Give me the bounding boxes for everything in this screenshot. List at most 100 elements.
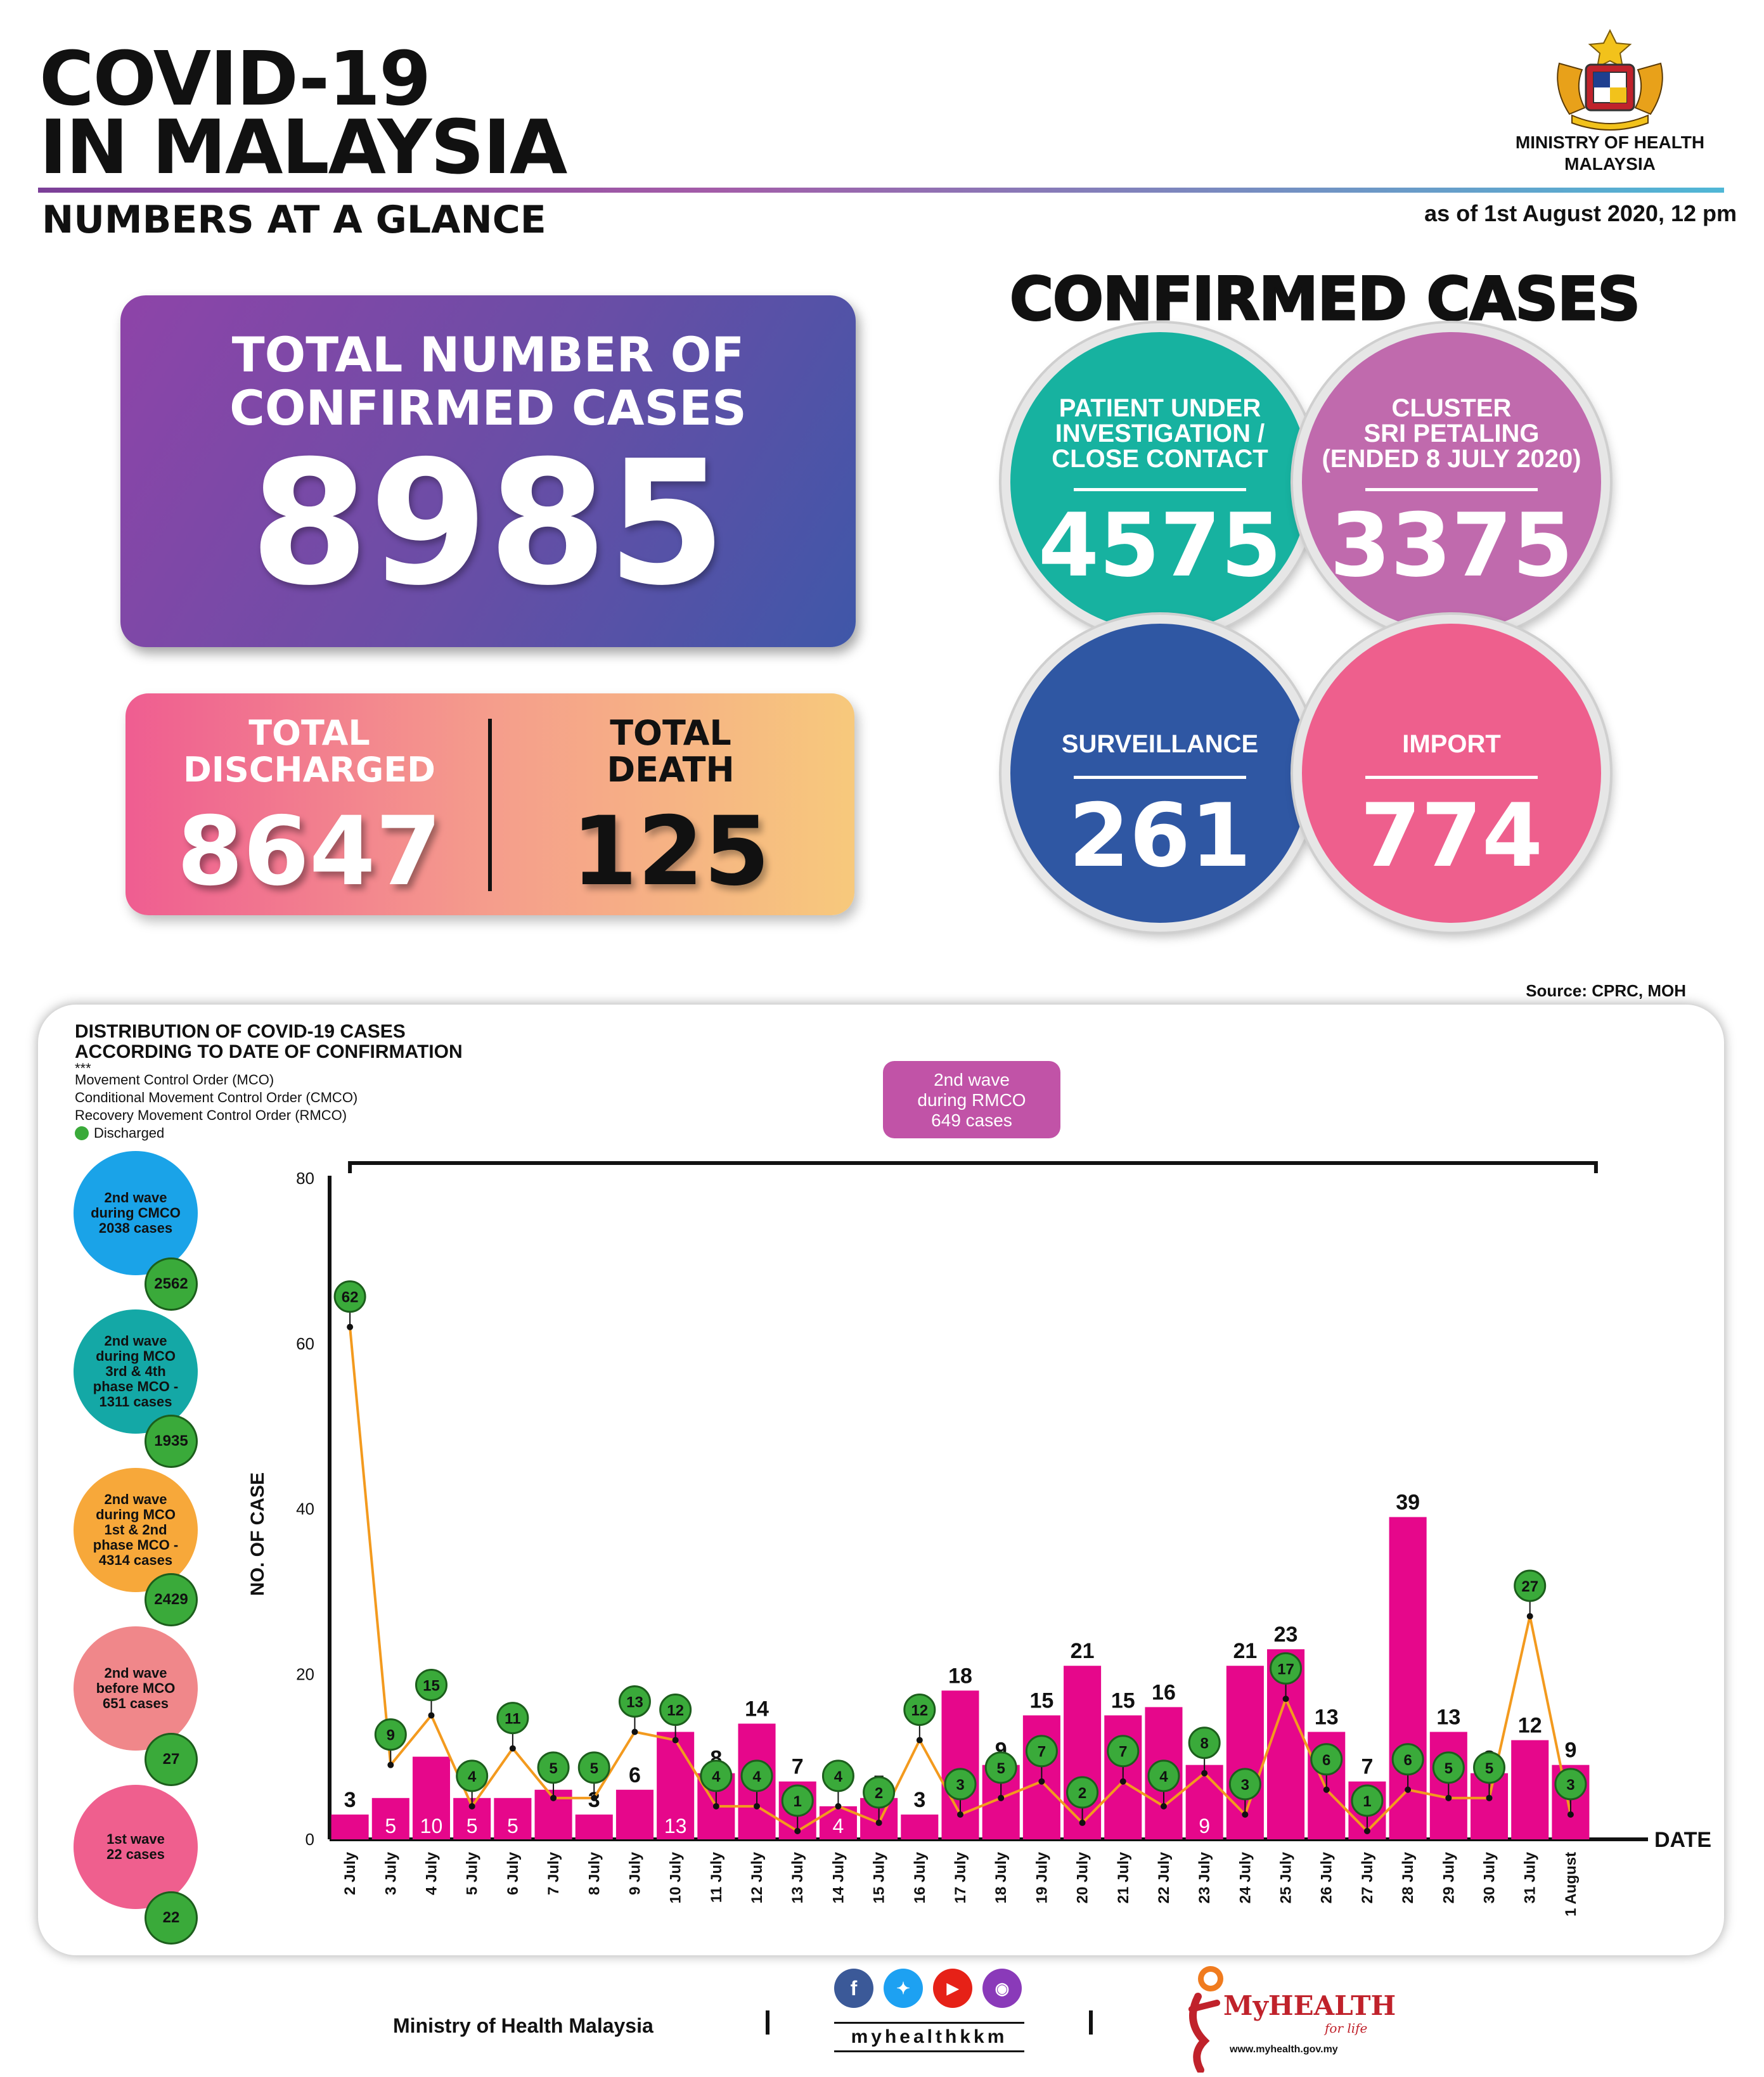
bar-value-label: 3 — [913, 1788, 925, 1812]
x-tick-label: 26 July — [1318, 1851, 1336, 1903]
discharged-point — [1486, 1794, 1493, 1801]
discharged-value-label: 15 — [423, 1677, 440, 1694]
discharged-marker — [1432, 1751, 1465, 1784]
bar-value-label: 3 — [344, 1788, 356, 1812]
cluster-label-line-1: CLUSTER — [1391, 394, 1512, 422]
discharged-point — [1526, 1612, 1533, 1619]
discharged-value-label: 2 — [875, 1785, 883, 1802]
cluster-sri-petaling-value: 3375 — [1329, 494, 1574, 596]
discharged-value-label: 9 — [387, 1727, 395, 1744]
discharged-marker — [333, 1280, 366, 1313]
pui-close-contact-label: PATIENT UNDER INVESTIGATION / CLOSE CONT… — [1023, 395, 1297, 472]
bar-value-label: 13 — [1436, 1706, 1460, 1730]
malaysia-coat-of-arms-icon — [1557, 29, 1663, 131]
source-note: Source: CPRC, MOH — [1526, 981, 1686, 1000]
bar-2-july — [331, 1814, 369, 1839]
discharged-marker — [1391, 1743, 1424, 1776]
discharged-point — [631, 1728, 638, 1735]
wave-mco34-line-1: 2nd wave — [104, 1333, 167, 1349]
discharged-marker — [577, 1751, 610, 1784]
discharged-value-label: 5 — [590, 1760, 598, 1777]
myhealth-logo-icon — [1188, 1966, 1223, 2073]
discharged-marker — [1310, 1743, 1343, 1776]
facebook-icon[interactable]: f — [834, 1969, 873, 2008]
discharged-marker — [659, 1694, 692, 1727]
discharged-value-label: 62 — [342, 1289, 359, 1306]
discharged-point — [875, 1819, 882, 1826]
discharged-marker — [1554, 1768, 1587, 1801]
bar-value-label: 16 — [1152, 1680, 1176, 1704]
myhealth-url[interactable]: www.myhealth.gov.my — [1230, 2044, 1338, 2055]
myhealth-wordmark: MyHEALTH — [1223, 1990, 1396, 2021]
x-tick-label: 30 July — [1481, 1851, 1498, 1903]
wave-first-line-2: 22 cases — [106, 1846, 165, 1862]
x-tick-label: 10 July — [667, 1851, 685, 1903]
instagram-icon[interactable]: ◉ — [982, 1969, 1022, 2008]
total-discharged-label-line-2: DISCHARGED — [183, 750, 436, 790]
x-tick-label: 29 July — [1440, 1851, 1457, 1903]
discharged-marker — [984, 1751, 1017, 1784]
discharged-marker — [903, 1694, 936, 1727]
ministry-name: MINISTRY OF HEALTH MALAYSIA — [1458, 132, 1762, 175]
discharged-value-label: 5 — [549, 1760, 557, 1777]
discharged-point — [1405, 1786, 1412, 1793]
bar-16-july — [901, 1814, 939, 1839]
circle-divider — [1365, 776, 1538, 779]
discharged-value-label: 27 — [1521, 1578, 1538, 1595]
bar-value-label: 5 — [467, 1815, 478, 1837]
wave-cmco-discharged-badge: 2562 — [145, 1257, 198, 1311]
myhealth-tagline: for life — [1325, 2021, 1368, 2036]
total-confirmed-value: 8985 — [250, 423, 726, 623]
wave-mco34-discharged-badge: 1935 — [145, 1415, 198, 1468]
social-handle[interactable]: myhealthkkm — [834, 2022, 1024, 2052]
legend-discharged-label: Discharged — [94, 1125, 165, 1141]
discharged-point — [1201, 1770, 1208, 1777]
discharged-value-label: 6 — [1322, 1752, 1330, 1769]
bar-value-label: 15 — [1029, 1688, 1053, 1713]
discharged-marker — [415, 1668, 447, 1701]
discharged-marker — [1025, 1735, 1058, 1768]
bar-3-july — [371, 1797, 409, 1839]
bar-value-label: 21 — [1071, 1639, 1095, 1663]
x-tick-label: 7 July — [545, 1851, 562, 1895]
cluster-label-line-3: (ENDED 8 JULY 2020) — [1322, 445, 1581, 473]
x-tick-label: 2 July — [342, 1851, 359, 1895]
discharged-point — [835, 1803, 842, 1810]
import-value: 774 — [1360, 785, 1543, 887]
distribution-title-line-1: DISTRIBUTION OF COVID-19 CASES — [75, 1021, 406, 1042]
x-tick-label: 12 July — [749, 1851, 766, 1903]
discharged-value-label: 4 — [752, 1768, 761, 1785]
wave-cmco-line-1: 2nd wave — [104, 1190, 167, 1206]
discharged-point — [1323, 1786, 1330, 1793]
discharged-point — [672, 1737, 679, 1744]
discharged-value-label: 8 — [1200, 1735, 1208, 1752]
discharged-point — [1038, 1778, 1045, 1785]
import-label: IMPORT — [1402, 730, 1501, 758]
bar-value-label: 13 — [664, 1815, 687, 1837]
x-tick-label: 5 July — [464, 1851, 481, 1895]
youtube-icon[interactable]: ▶ — [933, 1969, 972, 2008]
discharged-marker — [1351, 1784, 1384, 1817]
discharged-value-label: 7 — [1119, 1744, 1127, 1761]
x-tick-label: 22 July — [1156, 1851, 1173, 1903]
x-tick-label: 9 July — [626, 1851, 643, 1895]
distribution-title: DISTRIBUTION OF COVID-19 CASES ACCORDING… — [75, 1022, 463, 1062]
x-tick-label: 20 July — [1074, 1851, 1091, 1903]
x-tick-label: 1 August — [1562, 1852, 1580, 1917]
wave-before-line-2: before MCO — [96, 1680, 176, 1696]
pui-label-line-1: PATIENT UNDER — [1059, 394, 1261, 422]
discharged-point — [591, 1794, 598, 1801]
bar-value-label: 12 — [1518, 1714, 1542, 1738]
total-discharged-value: 8647 — [177, 797, 442, 907]
twitter-icon[interactable]: ✦ — [884, 1969, 923, 2008]
discharged-point — [712, 1803, 719, 1810]
circle-divider — [1074, 776, 1246, 779]
wave-mco34-line-4: phase MCO - — [93, 1379, 179, 1394]
discharged-point — [1079, 1819, 1086, 1826]
header-divider — [38, 188, 1724, 193]
discharged-value-label: 5 — [1485, 1760, 1493, 1777]
wave-before-line-1: 2nd wave — [104, 1665, 167, 1681]
discharged-marker — [700, 1759, 733, 1792]
discharged-point — [1567, 1811, 1574, 1818]
discharged-point — [998, 1794, 1005, 1801]
